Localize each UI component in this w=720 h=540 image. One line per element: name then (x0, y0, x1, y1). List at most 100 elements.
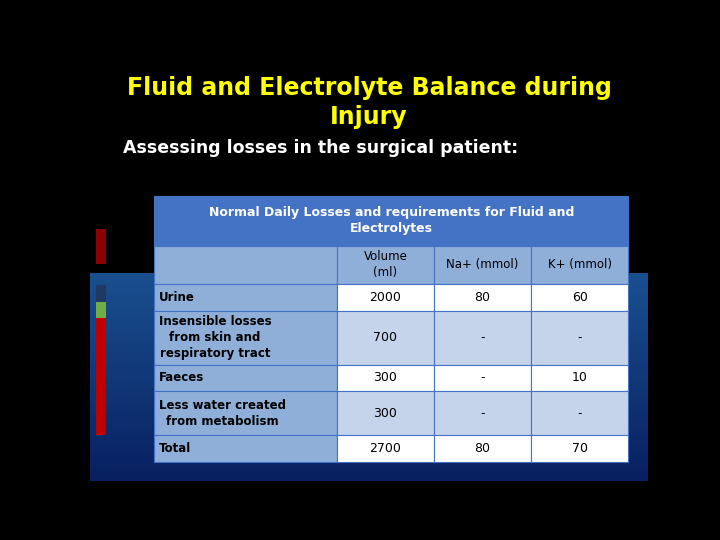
Text: Fluid and Electrolyte Balance during: Fluid and Electrolyte Balance during (127, 76, 611, 100)
Polygon shape (90, 306, 648, 308)
Polygon shape (90, 310, 648, 312)
Polygon shape (90, 349, 648, 352)
Polygon shape (90, 362, 648, 364)
Polygon shape (90, 410, 648, 412)
Polygon shape (90, 464, 648, 466)
Polygon shape (90, 368, 648, 370)
Polygon shape (90, 333, 648, 335)
Bar (96, 285, 106, 302)
Polygon shape (90, 387, 648, 389)
Bar (96, 319, 106, 435)
Polygon shape (90, 292, 648, 294)
Bar (531, 284, 629, 310)
Bar (154, 391, 337, 435)
Polygon shape (90, 424, 648, 427)
Polygon shape (90, 308, 648, 310)
Polygon shape (90, 391, 648, 393)
Polygon shape (90, 275, 648, 277)
Text: -: - (480, 372, 485, 384)
Polygon shape (90, 327, 648, 329)
Polygon shape (90, 312, 648, 314)
Polygon shape (90, 427, 648, 429)
Polygon shape (90, 283, 648, 285)
Text: -: - (577, 407, 582, 420)
Polygon shape (90, 298, 648, 300)
Bar (531, 391, 629, 435)
Text: Insensible losses
from skin and
respiratory tract: Insensible losses from skin and respirat… (158, 315, 271, 360)
Polygon shape (90, 422, 648, 424)
Polygon shape (90, 366, 648, 368)
Polygon shape (90, 412, 648, 414)
Polygon shape (90, 314, 648, 316)
Polygon shape (90, 339, 648, 341)
Text: 80: 80 (474, 291, 490, 304)
Polygon shape (90, 439, 648, 441)
Polygon shape (90, 454, 648, 456)
Polygon shape (90, 433, 648, 435)
Polygon shape (90, 343, 648, 346)
Bar (96, 302, 106, 319)
Bar (434, 435, 531, 462)
Polygon shape (90, 451, 648, 454)
Polygon shape (90, 348, 648, 349)
Polygon shape (90, 416, 648, 418)
Polygon shape (90, 418, 648, 420)
Polygon shape (90, 322, 648, 325)
Polygon shape (90, 289, 648, 292)
Polygon shape (90, 346, 648, 348)
Polygon shape (90, 437, 648, 439)
Polygon shape (90, 302, 648, 304)
Polygon shape (90, 358, 648, 360)
Bar (337, 435, 434, 462)
Bar (434, 284, 531, 310)
Text: Normal Daily Losses and requirements for Fluid and
Electrolytes: Normal Daily Losses and requirements for… (209, 206, 574, 235)
Text: 2000: 2000 (369, 291, 401, 304)
Polygon shape (90, 400, 648, 402)
Bar (337, 310, 434, 365)
Polygon shape (90, 341, 648, 343)
Polygon shape (90, 420, 648, 422)
Polygon shape (90, 354, 648, 356)
Polygon shape (90, 460, 648, 462)
Polygon shape (90, 300, 648, 302)
Polygon shape (90, 429, 648, 431)
Polygon shape (90, 277, 648, 279)
Polygon shape (90, 468, 648, 470)
Bar (154, 246, 337, 284)
Bar (434, 391, 531, 435)
Polygon shape (90, 458, 648, 460)
Polygon shape (90, 397, 648, 400)
Text: Less water created
from metabolism: Less water created from metabolism (158, 399, 286, 428)
Polygon shape (90, 319, 648, 321)
Bar (337, 391, 434, 435)
Text: -: - (480, 331, 485, 344)
Polygon shape (90, 389, 648, 391)
Polygon shape (90, 281, 648, 283)
Polygon shape (90, 406, 648, 408)
Polygon shape (90, 329, 648, 331)
Text: -: - (480, 407, 485, 420)
Polygon shape (90, 402, 648, 404)
Bar (531, 364, 629, 391)
Polygon shape (90, 335, 648, 337)
Text: Total: Total (158, 442, 191, 455)
Bar (154, 364, 337, 391)
Polygon shape (90, 431, 648, 433)
Text: 700: 700 (374, 331, 397, 344)
Polygon shape (90, 472, 648, 474)
Text: Na+ (mmol): Na+ (mmol) (446, 258, 519, 272)
Bar (337, 284, 434, 310)
Polygon shape (90, 373, 648, 375)
Text: 70: 70 (572, 442, 588, 455)
Polygon shape (90, 435, 648, 437)
Polygon shape (90, 404, 648, 406)
Bar (337, 364, 434, 391)
Text: Faeces: Faeces (158, 372, 204, 384)
Polygon shape (90, 356, 648, 358)
Polygon shape (90, 375, 648, 377)
Polygon shape (90, 321, 648, 322)
Polygon shape (90, 352, 648, 354)
Polygon shape (90, 370, 648, 373)
Polygon shape (90, 441, 648, 443)
Polygon shape (90, 466, 648, 468)
